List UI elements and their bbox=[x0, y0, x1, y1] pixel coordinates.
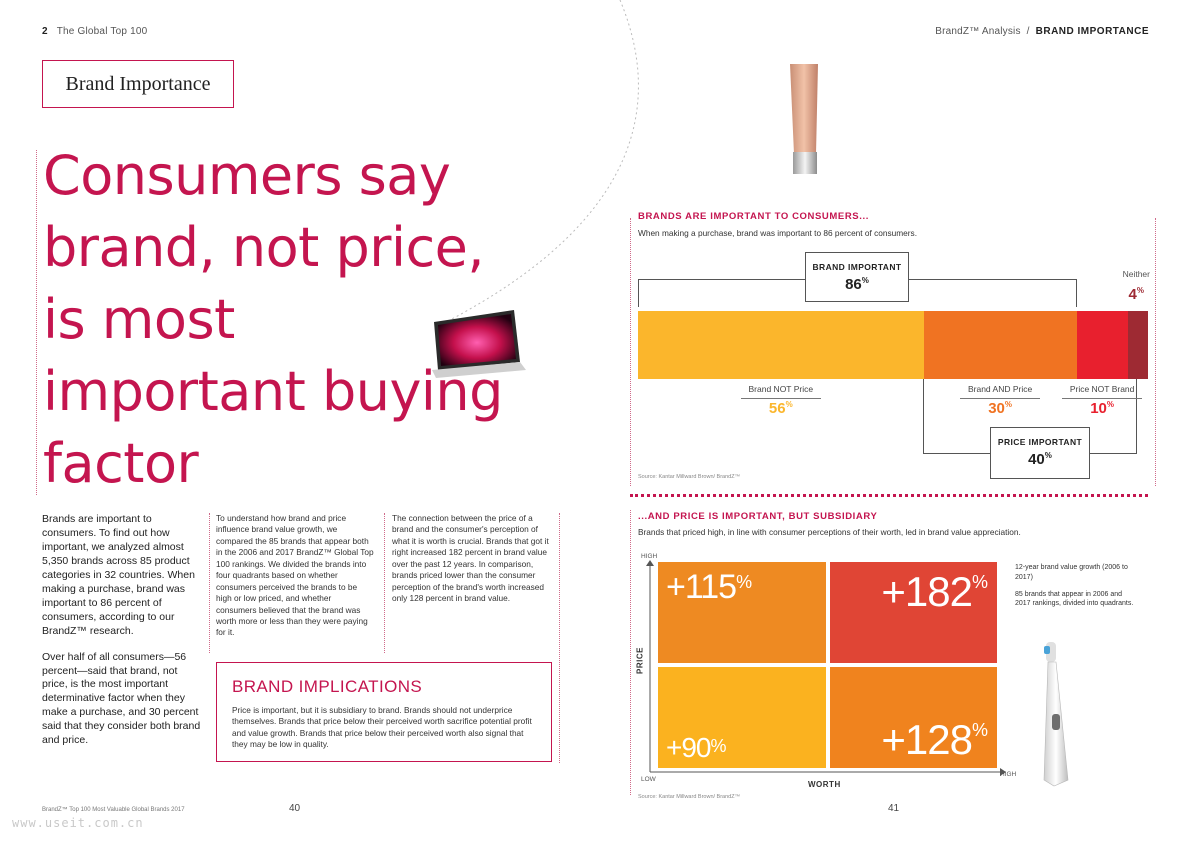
headline: Consumers say brand, not price, is most … bbox=[43, 144, 503, 495]
section-label: Brand Importance bbox=[65, 72, 211, 95]
laptop-image bbox=[432, 310, 526, 378]
implications-text: Price is important, but it is subsidiary… bbox=[232, 705, 532, 750]
decorative-curve bbox=[449, 0, 639, 320]
quadrant-value: +90% bbox=[666, 732, 727, 763]
x-axis-label: WORTH bbox=[808, 780, 841, 789]
section-divider bbox=[630, 494, 1148, 497]
column-rule-1 bbox=[209, 513, 210, 653]
chart2-subtitle: Brands that priced high, in line with co… bbox=[638, 527, 1021, 537]
right-running-header: BrandZ™ Analysis / BRAND IMPORTANCE bbox=[935, 26, 1149, 37]
pct-symbol: % bbox=[1044, 451, 1052, 460]
chart2-notes: 12-year brand value growth (2006 to 2017… bbox=[1015, 563, 1135, 609]
bar-value: 56% bbox=[768, 400, 793, 417]
chart2-axes bbox=[646, 560, 1006, 776]
chart2-note-2: 85 brands that appear in 2006 and 2017 r… bbox=[1015, 590, 1134, 608]
chart2-source: Source: Kantar Millward Brown/ BrandZ™ bbox=[638, 794, 741, 800]
headline-rule bbox=[36, 150, 37, 495]
bar-labels: Brand NOT Price 56% Brand AND Price 30% Pric… bbox=[638, 384, 1148, 424]
left-header-title: The Global Top 100 bbox=[56, 26, 148, 37]
bar-label: Brand AND Price bbox=[960, 384, 1041, 399]
brand-implications-box: BRAND IMPLICATIONS Price is important, b… bbox=[216, 662, 552, 762]
chart1-title: BRANDS ARE IMPORTANT TO CONSUMERS... bbox=[638, 211, 869, 222]
bar-segment-brand-and-price bbox=[923, 311, 1077, 379]
left-page-number-footer: 40 bbox=[289, 803, 301, 814]
bar-segment-brand-not-price bbox=[638, 311, 924, 379]
bar-label: Price NOT Brand bbox=[1062, 384, 1143, 399]
bar-label: Brand NOT Price bbox=[740, 384, 821, 399]
brand-important-label: BRAND IMPORTANT bbox=[812, 262, 902, 272]
price-important-label: PRICE IMPORTANT bbox=[997, 437, 1083, 447]
left-footer: BrandZ™ Top 100 Most Valuable Global Bra… bbox=[42, 807, 185, 813]
implications-title: BRAND IMPLICATIONS bbox=[232, 677, 423, 696]
bar-segment-neither bbox=[1127, 311, 1148, 379]
quadrant-high-price-low-worth: +115% bbox=[658, 562, 826, 663]
neither-value-wrap: 4% bbox=[1100, 286, 1144, 303]
column-rule-2 bbox=[384, 513, 385, 653]
bar-value: 10% bbox=[1090, 400, 1114, 417]
stacked-bar bbox=[638, 311, 1148, 379]
header-separator: / bbox=[1026, 26, 1030, 37]
pct-symbol: % bbox=[1136, 286, 1144, 295]
price-important-value: 40 bbox=[1028, 451, 1045, 468]
x-axis-low-tick: LOW bbox=[641, 776, 656, 783]
toothbrush-image bbox=[1043, 642, 1069, 787]
chart1-source: Source: Kantar Millward Brown/ BrandZ™ bbox=[638, 474, 741, 480]
left-running-header: 2 The Global Top 100 bbox=[42, 26, 147, 37]
body-column-1: Brands are important to consumers. To fi… bbox=[42, 513, 204, 748]
quadrant-low-price-low-worth: +90% bbox=[658, 667, 826, 768]
col1-paragraph-2: Over half of all consumers—56 percent—sa… bbox=[42, 650, 201, 747]
brand-important-box: BRAND IMPORTANT 86% bbox=[805, 252, 909, 302]
chart2-title: ...AND PRICE IS IMPORTANT, BUT SUBSIDIAR… bbox=[638, 511, 878, 522]
right-header-prefix: BrandZ™ Analysis bbox=[935, 26, 1021, 37]
watermark: www.useit.com.cn bbox=[12, 816, 144, 830]
bar-segment-price-not-brand bbox=[1076, 311, 1128, 379]
neither-label: Neither bbox=[1122, 269, 1150, 279]
quadrant-value: +128% bbox=[881, 716, 988, 763]
quadrant-low-price-high-worth: +128% bbox=[829, 667, 997, 768]
col1-paragraph-1: Brands are important to consumers. To fi… bbox=[42, 513, 195, 637]
section-label-box: Brand Importance bbox=[42, 60, 234, 108]
left-page-number: 2 bbox=[42, 26, 48, 37]
x-axis-high-tick: HIGH bbox=[1000, 771, 1017, 778]
neither-value: 4 bbox=[1128, 286, 1137, 303]
chart1-subtitle: When making a purchase, brand was import… bbox=[638, 228, 918, 238]
bar-value: 30% bbox=[988, 400, 1012, 417]
cosmetic-tube-image bbox=[790, 64, 818, 174]
price-important-box: PRICE IMPORTANT 40% bbox=[990, 427, 1090, 479]
quadrant-grid: +115% +182% +90% +128% bbox=[658, 562, 997, 768]
chart2-note-1: 12-year brand value growth (2006 to 2017… bbox=[1015, 564, 1128, 581]
y-axis-high-tick: HIGH bbox=[641, 553, 658, 560]
body-column-2: To understand how brand and price influe… bbox=[216, 513, 374, 638]
y-axis-label: PRICE bbox=[635, 647, 645, 674]
column-rule-3 bbox=[559, 513, 560, 763]
chart1-right-rule bbox=[1155, 218, 1156, 486]
pct-symbol: % bbox=[861, 276, 869, 285]
right-header-title: BRAND IMPORTANCE bbox=[1035, 26, 1149, 37]
quadrant-value: +115% bbox=[666, 568, 752, 606]
quadrant-high-price-high-worth: +182% bbox=[829, 562, 997, 663]
quadrant-value: +182% bbox=[881, 568, 988, 615]
body-column-3: The connection between the price of a br… bbox=[392, 513, 549, 604]
right-page-number-footer: 41 bbox=[888, 803, 900, 814]
chart1-left-rule bbox=[630, 218, 631, 486]
brand-important-value: 86 bbox=[845, 276, 862, 293]
chart2-left-rule bbox=[630, 510, 631, 795]
